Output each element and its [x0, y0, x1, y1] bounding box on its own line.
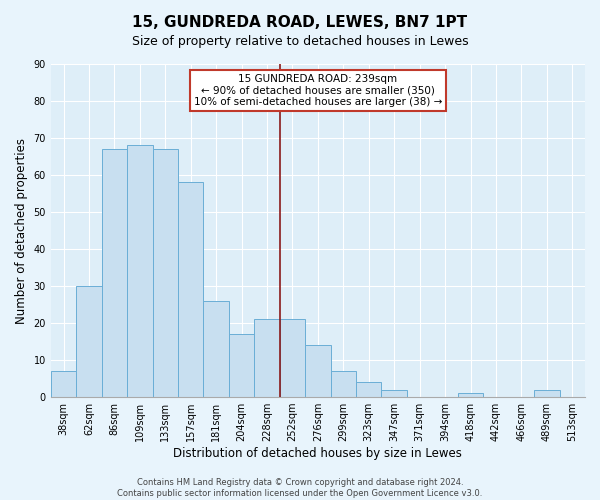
Bar — [331, 371, 356, 397]
Bar — [229, 334, 254, 397]
Bar — [305, 346, 331, 397]
Bar — [356, 382, 382, 397]
Text: 15, GUNDREDA ROAD, LEWES, BN7 1PT: 15, GUNDREDA ROAD, LEWES, BN7 1PT — [133, 15, 467, 30]
X-axis label: Distribution of detached houses by size in Lewes: Distribution of detached houses by size … — [173, 447, 463, 460]
Y-axis label: Number of detached properties: Number of detached properties — [15, 138, 28, 324]
Bar — [254, 320, 280, 397]
Bar — [76, 286, 101, 397]
Bar — [458, 394, 483, 397]
Bar — [127, 146, 152, 397]
Bar — [203, 301, 229, 397]
Bar — [178, 182, 203, 397]
Text: 15 GUNDREDA ROAD: 239sqm
← 90% of detached houses are smaller (350)
10% of semi-: 15 GUNDREDA ROAD: 239sqm ← 90% of detach… — [194, 74, 442, 107]
Bar — [152, 149, 178, 397]
Bar — [534, 390, 560, 397]
Text: Contains HM Land Registry data © Crown copyright and database right 2024.
Contai: Contains HM Land Registry data © Crown c… — [118, 478, 482, 498]
Bar — [280, 320, 305, 397]
Bar — [382, 390, 407, 397]
Bar — [101, 149, 127, 397]
Text: Size of property relative to detached houses in Lewes: Size of property relative to detached ho… — [131, 35, 469, 48]
Bar — [51, 371, 76, 397]
